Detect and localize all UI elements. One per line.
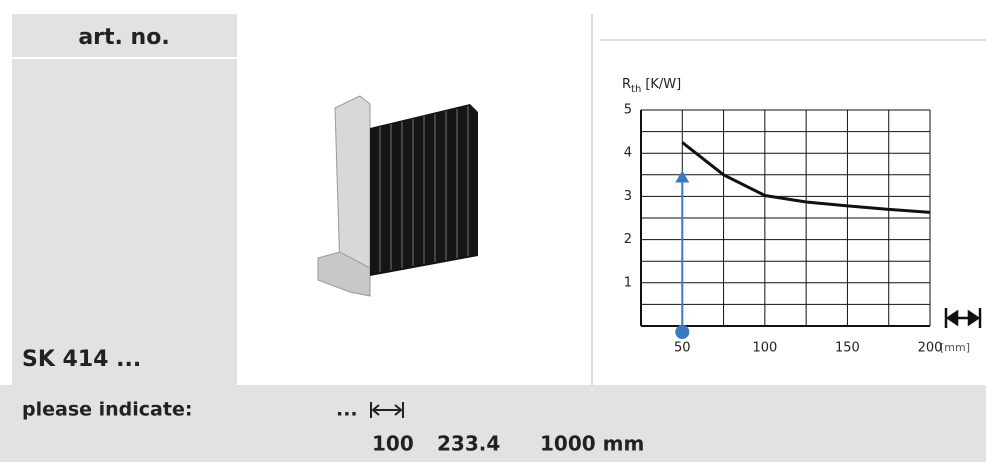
y-subscript: th bbox=[631, 84, 641, 95]
x-tick-label: 200 bbox=[918, 341, 943, 356]
length-option: 233.4 bbox=[437, 432, 500, 456]
y-tick-label: 5 bbox=[624, 103, 632, 118]
datasheet: art. no. SK 414 ... please indicate: ...… bbox=[0, 0, 986, 462]
y-symbol: R bbox=[622, 77, 631, 92]
page: art. no. SK 414 ... please indicate: ...… bbox=[0, 0, 986, 462]
arrow-base bbox=[675, 325, 689, 339]
y-tick-label: 1 bbox=[624, 275, 632, 290]
y-tick-label: 4 bbox=[624, 146, 632, 161]
arrow-head bbox=[675, 170, 689, 182]
y-tick-label: 2 bbox=[624, 232, 632, 247]
art-no-title: art. no. bbox=[78, 25, 169, 50]
heatsink-image bbox=[318, 96, 478, 296]
footer-ellipsis: ... bbox=[336, 399, 358, 421]
left-panel bbox=[12, 14, 237, 385]
x-tick-label: 150 bbox=[835, 341, 860, 356]
length-option: 100 bbox=[372, 432, 414, 456]
length-option: 1000 mm bbox=[540, 432, 644, 456]
length-icon bbox=[946, 308, 980, 328]
x-tick-label: 50 bbox=[674, 341, 691, 356]
x-unit: [mm] bbox=[940, 341, 970, 354]
product-name: SK 414 ... bbox=[22, 347, 141, 372]
footer-label: please indicate: bbox=[22, 399, 192, 421]
x-tick-label: 100 bbox=[752, 341, 777, 356]
y-axis-label: Rth [K/W] bbox=[622, 77, 681, 96]
y-unit: [K/W] bbox=[645, 77, 681, 92]
y-tick-label: 3 bbox=[624, 189, 632, 204]
